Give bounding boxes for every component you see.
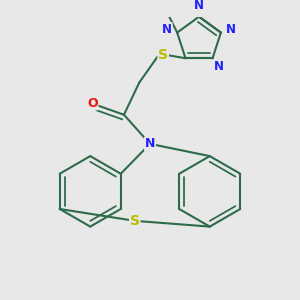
Text: S: S [158,48,168,62]
Text: N: N [145,137,155,150]
Text: O: O [87,97,98,110]
Text: S: S [130,214,140,228]
Text: N: N [226,23,236,36]
Text: N: N [214,60,224,74]
Text: N: N [194,0,204,13]
Text: N: N [162,23,172,36]
